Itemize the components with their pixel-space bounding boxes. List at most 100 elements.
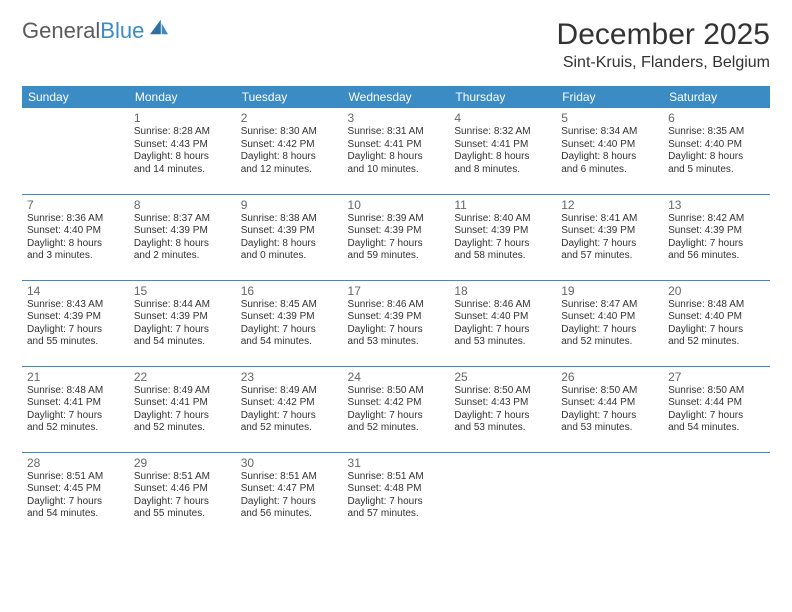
cell-d1: Daylight: 8 hours (454, 151, 551, 164)
calendar-cell: 7Sunrise: 8:36 AMSunset: 4:40 PMDaylight… (22, 194, 129, 280)
calendar-row: 1Sunrise: 8:28 AMSunset: 4:43 PMDaylight… (22, 108, 770, 194)
cell-d2: and 52 minutes. (241, 422, 338, 435)
cell-d1: Daylight: 8 hours (348, 151, 445, 164)
calendar-cell: 8Sunrise: 8:37 AMSunset: 4:39 PMDaylight… (129, 194, 236, 280)
calendar-cell: 20Sunrise: 8:48 AMSunset: 4:40 PMDayligh… (663, 280, 770, 366)
weekday-header: Monday (129, 86, 236, 108)
cell-d2: and 54 minutes. (27, 508, 124, 521)
cell-d1: Daylight: 8 hours (241, 238, 338, 251)
brand-name-1: General (22, 18, 100, 43)
day-number: 31 (348, 456, 445, 470)
calendar-cell (556, 452, 663, 538)
cell-ss: Sunset: 4:39 PM (561, 225, 658, 238)
calendar-cell: 28Sunrise: 8:51 AMSunset: 4:45 PMDayligh… (22, 452, 129, 538)
day-number: 19 (561, 284, 658, 298)
cell-sr: Sunrise: 8:50 AM (348, 385, 445, 398)
weekday-header: Thursday (449, 86, 556, 108)
cell-sr: Sunrise: 8:43 AM (27, 299, 124, 312)
day-number: 17 (348, 284, 445, 298)
cell-ss: Sunset: 4:39 PM (134, 225, 231, 238)
cell-d1: Daylight: 8 hours (668, 151, 765, 164)
cell-sr: Sunrise: 8:46 AM (454, 299, 551, 312)
cell-ss: Sunset: 4:44 PM (668, 397, 765, 410)
cell-d2: and 10 minutes. (348, 164, 445, 177)
cell-ss: Sunset: 4:40 PM (668, 139, 765, 152)
calendar-head: SundayMondayTuesdayWednesdayThursdayFrid… (22, 86, 770, 108)
cell-d1: Daylight: 7 hours (668, 238, 765, 251)
calendar-cell: 9Sunrise: 8:38 AMSunset: 4:39 PMDaylight… (236, 194, 343, 280)
cell-sr: Sunrise: 8:34 AM (561, 126, 658, 139)
day-number: 9 (241, 198, 338, 212)
cell-d2: and 52 minutes. (27, 422, 124, 435)
cell-d2: and 59 minutes. (348, 250, 445, 263)
cell-d1: Daylight: 7 hours (454, 238, 551, 251)
cell-d2: and 56 minutes. (668, 250, 765, 263)
cell-d1: Daylight: 7 hours (241, 324, 338, 337)
cell-d1: Daylight: 8 hours (134, 238, 231, 251)
day-number: 11 (454, 198, 551, 212)
title-block: December 2025 Sint-Kruis, Flanders, Belg… (557, 18, 770, 72)
day-number: 21 (27, 370, 124, 384)
calendar-cell: 14Sunrise: 8:43 AMSunset: 4:39 PMDayligh… (22, 280, 129, 366)
calendar-table: SundayMondayTuesdayWednesdayThursdayFrid… (22, 86, 770, 538)
cell-d2: and 53 minutes. (348, 336, 445, 349)
cell-ss: Sunset: 4:39 PM (668, 225, 765, 238)
calendar-cell: 18Sunrise: 8:46 AMSunset: 4:40 PMDayligh… (449, 280, 556, 366)
calendar-cell: 4Sunrise: 8:32 AMSunset: 4:41 PMDaylight… (449, 108, 556, 194)
cell-ss: Sunset: 4:40 PM (561, 311, 658, 324)
cell-ss: Sunset: 4:48 PM (348, 483, 445, 496)
day-number: 4 (454, 111, 551, 125)
cell-d1: Daylight: 7 hours (27, 410, 124, 423)
cell-d2: and 14 minutes. (134, 164, 231, 177)
day-number: 27 (668, 370, 765, 384)
cell-ss: Sunset: 4:41 PM (348, 139, 445, 152)
cell-d1: Daylight: 8 hours (241, 151, 338, 164)
cell-sr: Sunrise: 8:44 AM (134, 299, 231, 312)
brand-name-2: Blue (100, 18, 144, 43)
day-number: 25 (454, 370, 551, 384)
cell-d2: and 57 minutes. (561, 250, 658, 263)
day-number: 1 (134, 111, 231, 125)
weekday-header: Saturday (663, 86, 770, 108)
calendar-cell: 11Sunrise: 8:40 AMSunset: 4:39 PMDayligh… (449, 194, 556, 280)
cell-ss: Sunset: 4:39 PM (134, 311, 231, 324)
cell-d2: and 0 minutes. (241, 250, 338, 263)
cell-ss: Sunset: 4:41 PM (27, 397, 124, 410)
day-number: 22 (134, 370, 231, 384)
day-number: 16 (241, 284, 338, 298)
cell-sr: Sunrise: 8:48 AM (668, 299, 765, 312)
cell-ss: Sunset: 4:47 PM (241, 483, 338, 496)
day-number: 10 (348, 198, 445, 212)
cell-sr: Sunrise: 8:32 AM (454, 126, 551, 139)
day-number: 2 (241, 111, 338, 125)
cell-ss: Sunset: 4:40 PM (561, 139, 658, 152)
day-number: 5 (561, 111, 658, 125)
cell-d2: and 55 minutes. (27, 336, 124, 349)
calendar-cell: 5Sunrise: 8:34 AMSunset: 4:40 PMDaylight… (556, 108, 663, 194)
calendar-cell: 13Sunrise: 8:42 AMSunset: 4:39 PMDayligh… (663, 194, 770, 280)
cell-d1: Daylight: 7 hours (561, 324, 658, 337)
day-number: 13 (668, 198, 765, 212)
cell-sr: Sunrise: 8:36 AM (27, 213, 124, 226)
cell-ss: Sunset: 4:39 PM (454, 225, 551, 238)
cell-d1: Daylight: 8 hours (561, 151, 658, 164)
calendar-row: 7Sunrise: 8:36 AMSunset: 4:40 PMDaylight… (22, 194, 770, 280)
cell-d2: and 53 minutes. (561, 422, 658, 435)
sail-icon (148, 18, 170, 36)
weekday-header: Wednesday (343, 86, 450, 108)
brand-logo: GeneralBlue (22, 18, 170, 44)
cell-d2: and 54 minutes. (241, 336, 338, 349)
calendar-cell: 22Sunrise: 8:49 AMSunset: 4:41 PMDayligh… (129, 366, 236, 452)
day-number: 14 (27, 284, 124, 298)
cell-ss: Sunset: 4:45 PM (27, 483, 124, 496)
month-title: December 2025 (557, 18, 770, 52)
cell-d2: and 58 minutes. (454, 250, 551, 263)
cell-d1: Daylight: 7 hours (134, 324, 231, 337)
cell-d2: and 55 minutes. (134, 508, 231, 521)
brand-text: GeneralBlue (22, 18, 144, 44)
cell-ss: Sunset: 4:40 PM (27, 225, 124, 238)
cell-d2: and 8 minutes. (454, 164, 551, 177)
cell-d1: Daylight: 7 hours (454, 324, 551, 337)
cell-d2: and 54 minutes. (668, 422, 765, 435)
cell-sr: Sunrise: 8:42 AM (668, 213, 765, 226)
